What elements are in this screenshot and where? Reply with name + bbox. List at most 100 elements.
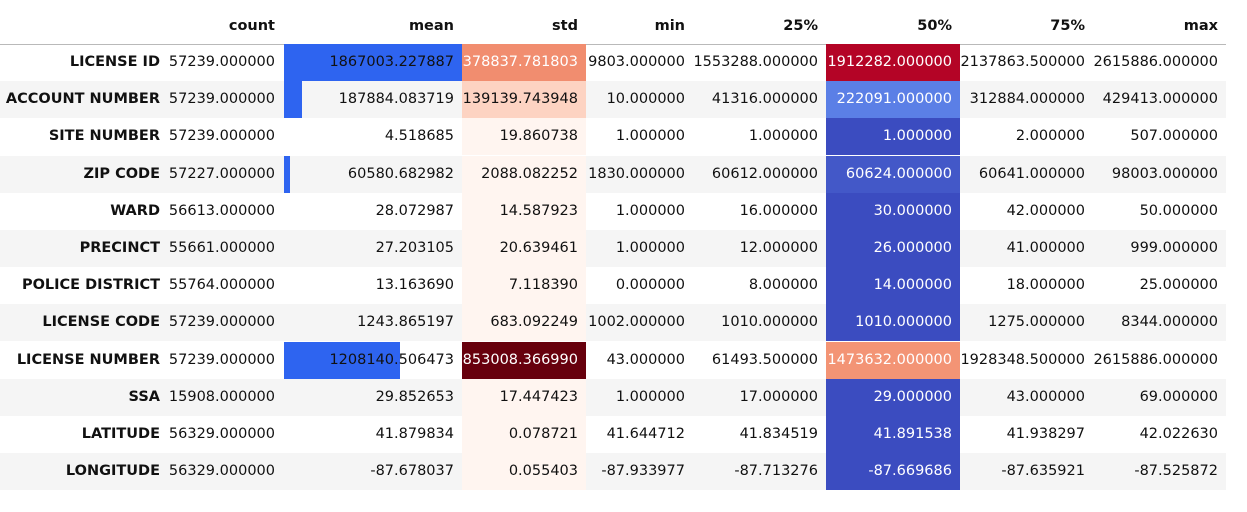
- mean-bar: [284, 81, 302, 119]
- cell-max: 69.000000: [1139, 388, 1218, 405]
- row-label: ACCOUNT NUMBER: [5, 91, 160, 108]
- cell-mean: 1243.865197: [357, 314, 454, 331]
- cell-50pct: 41.891538: [873, 426, 952, 442]
- table-row: SSA 15908.000000 29.852653 17.447423 1.00000…: [0, 378, 1226, 416]
- column-header-5: 50%: [917, 18, 952, 34]
- table-row: POLICE DISTRICT 55764.000000 13.163690 7.11…: [0, 267, 1226, 305]
- cell-50pct: 1.000000: [882, 128, 952, 145]
- mean-bar: [284, 155, 290, 193]
- cell-max: -87.525872: [1134, 463, 1218, 480]
- std-heat-cell: [462, 453, 586, 491]
- cell-max: 2615886.000000: [1093, 351, 1218, 368]
- cell-count: 15908.000000: [168, 388, 275, 405]
- cell-min: 41.644712: [606, 426, 685, 442]
- cell-50pct: 14.000000: [873, 277, 952, 294]
- std-heat-cell: [462, 230, 586, 267]
- cell-count: 57239.000000: [168, 54, 275, 70]
- row-label: LICENSE CODE: [42, 314, 160, 331]
- median-heat-cell: [826, 453, 960, 491]
- cell-std: 17.447423: [499, 388, 578, 405]
- table-row: LICENSE ID 57239.000000 1867003.227887 3788…: [0, 44, 1226, 81]
- column-header-1: mean: [408, 18, 454, 34]
- median-heat-cell: [826, 230, 960, 267]
- cell-count: 55764.000000: [168, 277, 275, 294]
- cell-50pct: 60624.000000: [845, 165, 952, 182]
- cell-min: -87.933977: [601, 463, 685, 480]
- cell-75pct: 41.938297: [1006, 426, 1085, 442]
- table-row: LONGITUDE 56329.000000 -87.678037 0.055403 -…: [0, 453, 1226, 491]
- cell-max: 507.000000: [1130, 128, 1218, 145]
- cell-min: 1.000000: [615, 240, 685, 256]
- cell-mean: 29.852653: [375, 388, 454, 405]
- row-label: ZIP CODE: [83, 165, 161, 182]
- cell-75pct: 2.000000: [1015, 128, 1085, 145]
- cell-max: 50.000000: [1139, 202, 1218, 219]
- cell-count: 56613.000000: [168, 202, 275, 219]
- std-heat-cell: [462, 192, 586, 230]
- cell-count: 57239.000000: [168, 91, 275, 108]
- cell-25pct: 60612.000000: [711, 165, 818, 182]
- row-label: LICENSE NUMBER: [16, 351, 160, 368]
- std-heat-cell: [462, 416, 586, 453]
- cell-75pct: 312884.000000: [969, 91, 1085, 108]
- table-row: ACCOUNT NUMBER 57239.000000 187884.083719 1…: [0, 81, 1226, 119]
- cell-std: 0.078721: [508, 426, 578, 442]
- cell-min: 10.000000: [606, 91, 685, 108]
- cell-75pct: 1928348.500000: [960, 351, 1085, 368]
- table-row: PRECINCT 55661.000000 27.203105 20.639461 1.…: [0, 230, 1226, 267]
- column-header-7: max: [1183, 18, 1218, 34]
- cell-25pct: 8.000000: [748, 277, 818, 294]
- cell-std: 853008.366990: [462, 351, 578, 368]
- cell-std: 20.639461: [499, 240, 578, 256]
- cell-std: 139139.743948: [462, 91, 578, 108]
- cell-max: 999.000000: [1130, 240, 1218, 256]
- cell-min: 1.000000: [615, 388, 685, 405]
- column-header-6: 75%: [1050, 18, 1085, 34]
- cell-max: 42.022630: [1139, 426, 1218, 442]
- cell-mean: 1208140.506473: [329, 351, 454, 368]
- cell-min: 1002.000000: [588, 314, 685, 331]
- cell-mean: 4.518685: [384, 128, 454, 145]
- cell-50pct: -87.669686: [868, 463, 952, 480]
- median-heat-cell: [826, 304, 960, 342]
- cell-std: 0.055403: [508, 463, 578, 480]
- cell-75pct: -87.635921: [1001, 463, 1085, 480]
- std-heat-cell: [462, 304, 586, 342]
- median-heat-cell: [826, 155, 960, 193]
- table-row: ZIP CODE 57227.000000 60580.682982 2088.082…: [0, 155, 1226, 193]
- cell-count: 57239.000000: [168, 314, 275, 331]
- cell-mean: 187884.083719: [338, 91, 454, 108]
- median-heat-cell: [826, 192, 960, 230]
- std-heat-cell: [462, 118, 586, 156]
- cell-25pct: 61493.500000: [711, 351, 818, 368]
- cell-min: 1.000000: [615, 128, 685, 145]
- table-row: LICENSE NUMBER 57239.000000 1208140.506473…: [0, 341, 1226, 379]
- cell-std: 7.118390: [508, 277, 578, 294]
- mean-bar: [284, 341, 400, 379]
- cell-50pct: 26.000000: [873, 240, 952, 256]
- cell-max: 98003.000000: [1111, 165, 1218, 182]
- table-header: count mean std min 25% 50% 75% max: [0, 8, 1226, 45]
- cell-count: 56329.000000: [168, 426, 275, 442]
- cell-mean: 60580.682982: [347, 165, 454, 182]
- column-header-2: std: [552, 18, 578, 34]
- cell-75pct: 41.000000: [1006, 240, 1085, 256]
- cell-min: 0.000000: [615, 277, 685, 294]
- mean-bar: [284, 44, 462, 81]
- cell-std: 378837.781803: [462, 54, 578, 70]
- row-label: PRECINCT: [79, 240, 160, 256]
- column-header-3: min: [654, 18, 685, 34]
- std-heat-cell: [462, 155, 586, 193]
- cell-75pct: 43.000000: [1006, 388, 1085, 405]
- cell-std: 19.860738: [499, 128, 578, 145]
- cell-75pct: 2137863.500000: [960, 54, 1085, 70]
- std-heat-cell: [462, 341, 586, 379]
- row-label: SSA: [128, 388, 160, 405]
- row-label: LICENSE ID: [69, 54, 160, 70]
- cell-count: 57239.000000: [168, 128, 275, 145]
- row-label: WARD: [110, 202, 160, 219]
- column-header-4: 25%: [783, 18, 818, 34]
- cell-min: 1.000000: [615, 202, 685, 219]
- table-row: LATITUDE 56329.000000 41.879834 0.078721 41.…: [0, 416, 1226, 453]
- median-heat-cell: [826, 44, 960, 81]
